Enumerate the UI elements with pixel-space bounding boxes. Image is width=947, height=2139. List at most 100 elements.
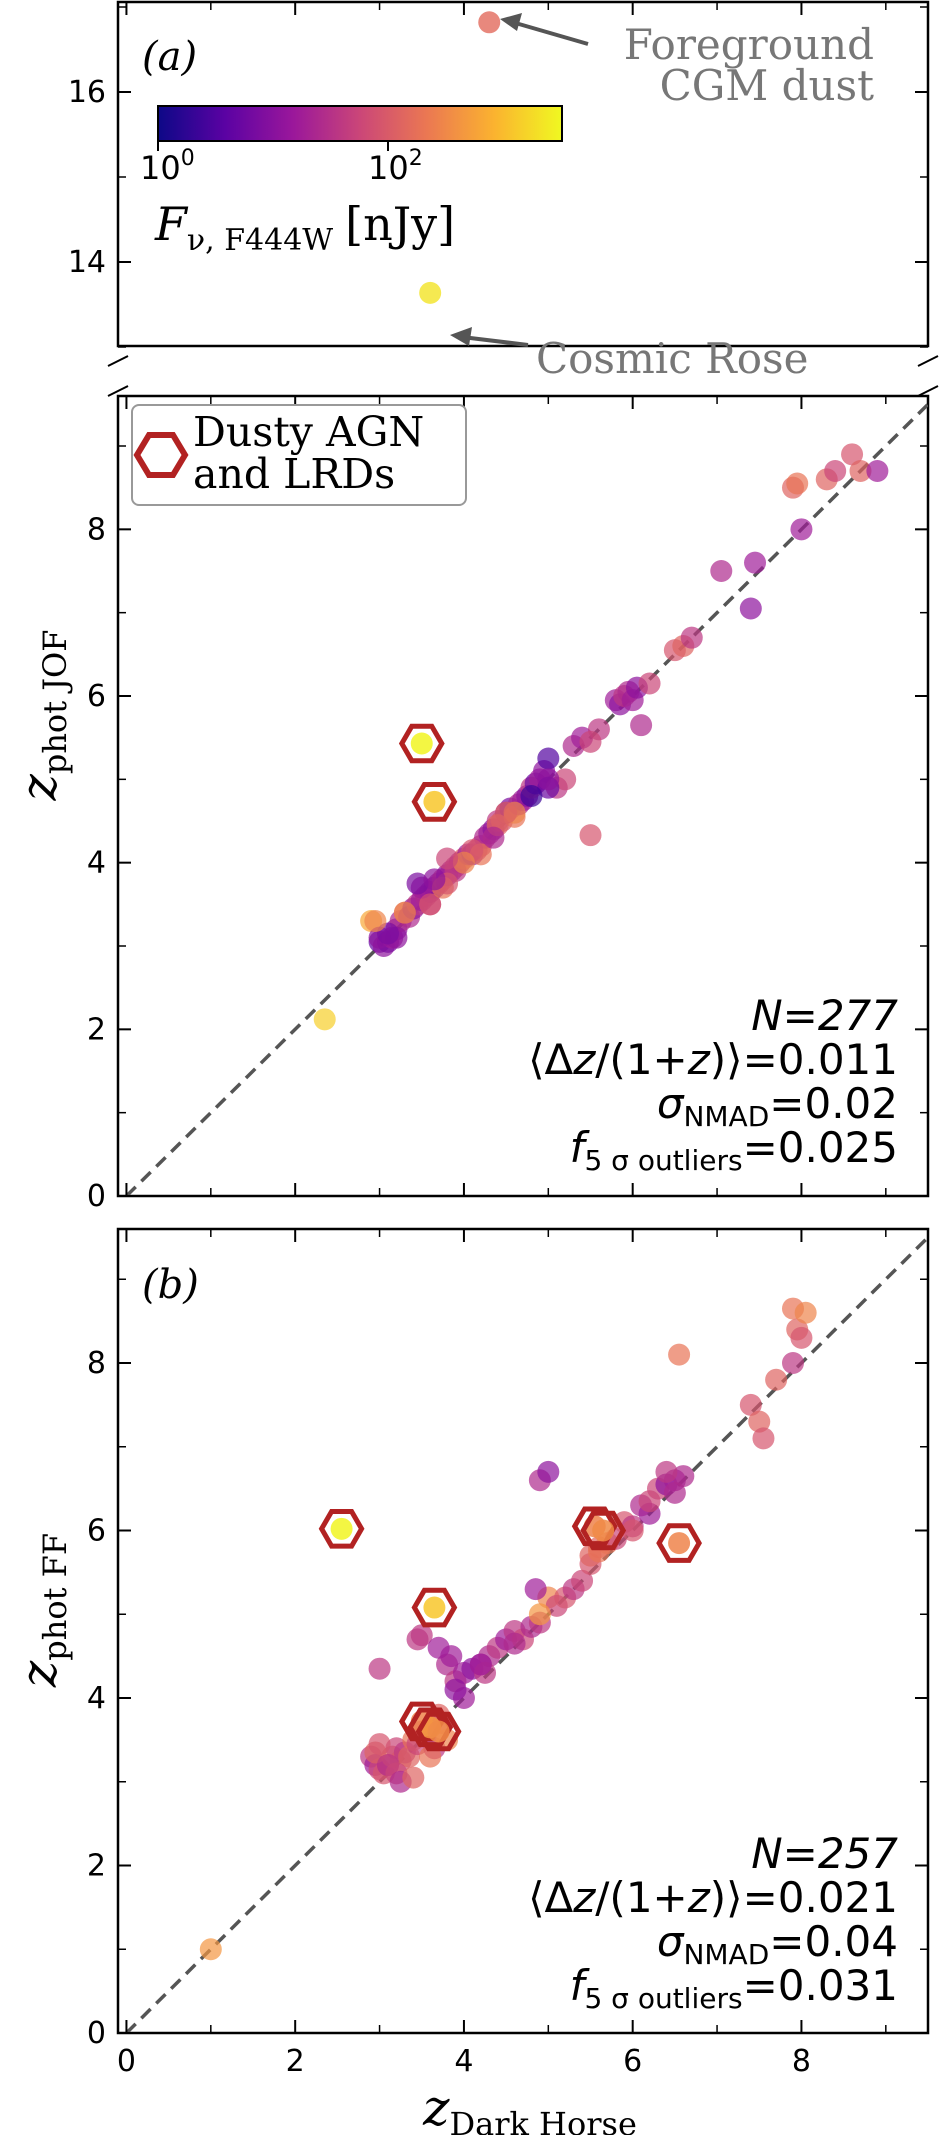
- stats-outliers: f5 σ outliers=0.031: [570, 1961, 898, 2015]
- panel-a-top-ytick-16: 16: [68, 75, 928, 110]
- data-point: [537, 1460, 560, 1483]
- xtick-label: 6: [623, 2044, 642, 2079]
- data-point: [621, 1519, 644, 1542]
- ytick-label: 0: [87, 2016, 106, 2051]
- agn-data-point: [592, 1519, 615, 1542]
- ytick-label: 6: [87, 679, 106, 714]
- data-point: [824, 460, 847, 482]
- agn-hexagon-marker: [407, 1707, 454, 1748]
- agn-hexagon-marker: [415, 1711, 462, 1752]
- data-point: [469, 1653, 492, 1676]
- legend-label-line1: Dusty AGN: [193, 408, 424, 456]
- data-point: [794, 1301, 817, 1324]
- ytick-label: 16: [68, 75, 106, 110]
- data-point: [752, 1427, 775, 1450]
- data-point: [503, 1632, 526, 1655]
- colorbar-label: Fν, F444W [nJy]: [154, 197, 455, 258]
- data-point: [199, 1938, 222, 1961]
- data-point: [710, 560, 733, 582]
- legend-hexagon-icon: [133, 432, 189, 478]
- agn-hexagon-marker: [656, 1523, 702, 1563]
- data-point: [849, 460, 872, 482]
- data-point: [866, 460, 889, 482]
- data-point: [744, 551, 767, 574]
- legend-label-line2: and LRDs: [193, 450, 395, 498]
- annotation-foreground: Foreground CGM dust: [500, 13, 874, 110]
- data-point: [571, 1569, 594, 1592]
- panel-a-top-ytick-14: 14: [68, 245, 928, 280]
- ytick-label: 8: [87, 1346, 106, 1381]
- data-point: [579, 730, 602, 753]
- data-point: [790, 518, 813, 541]
- stats-n: N=277: [751, 991, 898, 1040]
- panel-b: 0 2 4 6 8 0 2 4 6 8 (b) zphot FF N=257 ⟨Δz/(1+z)⟩…: [10, 1227, 930, 2139]
- colorbar-tick-label-2: 102: [368, 146, 423, 187]
- panel-b-frame: [116, 1227, 930, 2035]
- data-point: [765, 1368, 788, 1391]
- data-point: [393, 901, 416, 924]
- ytick-label: 2: [87, 1849, 106, 1884]
- data-point: [655, 1460, 678, 1483]
- ytick-label: 8: [87, 512, 106, 547]
- agn-hexagon-marker: [571, 1506, 618, 1547]
- data-point: [406, 872, 429, 895]
- annotation-cosmic-rose: Cosmic Rose: [450, 327, 808, 383]
- ytick-label: 4: [87, 1681, 106, 1716]
- data-point: [537, 768, 560, 791]
- agn-hexagon-marker: [580, 1510, 627, 1551]
- data-point: [663, 1481, 686, 1504]
- data-point: [630, 714, 653, 737]
- data-point: [452, 851, 475, 874]
- annotation-foreground-line1: Foreground: [624, 20, 874, 69]
- stats-nmad: σNMAD=0.04: [657, 1917, 898, 1971]
- xtick-label: 4: [454, 2044, 473, 2079]
- data-point: [402, 1766, 425, 1789]
- ytick-label: 2: [87, 1012, 106, 1047]
- xtick-label: 2: [286, 2044, 305, 2079]
- agn-data-point: [330, 1517, 353, 1540]
- data-point: [554, 768, 577, 791]
- ytick-label: 6: [87, 1514, 106, 1549]
- agn-hexagon-marker: [411, 1587, 458, 1628]
- data-point: [427, 1636, 450, 1659]
- stats-nmad: σNMAD=0.02: [657, 1079, 898, 1133]
- ytick-label: 4: [87, 846, 106, 881]
- agn-hexagon-marker: [411, 782, 458, 822]
- xtick-label: 8: [792, 2044, 811, 2079]
- data-point: [739, 597, 762, 620]
- data-point: [638, 1490, 661, 1513]
- data-point: [748, 1410, 771, 1433]
- panel-a-main: 0 2 4 6 8 zphot JOF Dusty AGN and LRDs N=277…: [10, 394, 930, 1214]
- stats-bias: ⟨Δz/(1+z)⟩=0.011: [528, 1035, 898, 1084]
- outlier-data-point: [478, 11, 501, 34]
- data-point: [524, 1578, 547, 1601]
- ytick-label: 0: [87, 1179, 106, 1214]
- ytick-label: 14: [68, 245, 106, 280]
- data-point: [680, 626, 703, 649]
- data-point: [436, 847, 459, 870]
- agn-data-point: [410, 732, 433, 755]
- panel-b-label: (b): [142, 1262, 199, 1308]
- data-point: [786, 472, 809, 495]
- data-point: [406, 1628, 429, 1651]
- x-axis-label: zDark Horse: [422, 2079, 637, 2135]
- panel-a-label: (a): [142, 34, 197, 80]
- colorbar-tick-label-1: 100: [140, 146, 195, 187]
- agn-data-point: [668, 1532, 691, 1555]
- stats-outliers: f5 σ outliers=0.025: [570, 1123, 898, 1177]
- data-point: [419, 893, 442, 916]
- data-point: [520, 785, 543, 807]
- panel-a-top-minor-ticks: [118, 6, 928, 348]
- data-point: [739, 1393, 762, 1416]
- panel-b-stats: N=257 ⟨Δz/(1+z)⟩=0.021 σNMAD=0.04 f5 σ o…: [528, 1829, 898, 2015]
- data-point: [368, 1657, 391, 1680]
- agn-data-point: [427, 1720, 450, 1743]
- data-point: [668, 1343, 691, 1366]
- data-point: [537, 747, 560, 770]
- outlier-data-point: [419, 281, 442, 304]
- data-point: [364, 910, 387, 932]
- data-point: [482, 826, 505, 849]
- data-point: [495, 801, 518, 824]
- panel-a-top: 14 16 (a) 100 102 Fν, F444W [nJy] Foregro…: [68, 0, 930, 383]
- colorbar-gradient: [157, 105, 563, 142]
